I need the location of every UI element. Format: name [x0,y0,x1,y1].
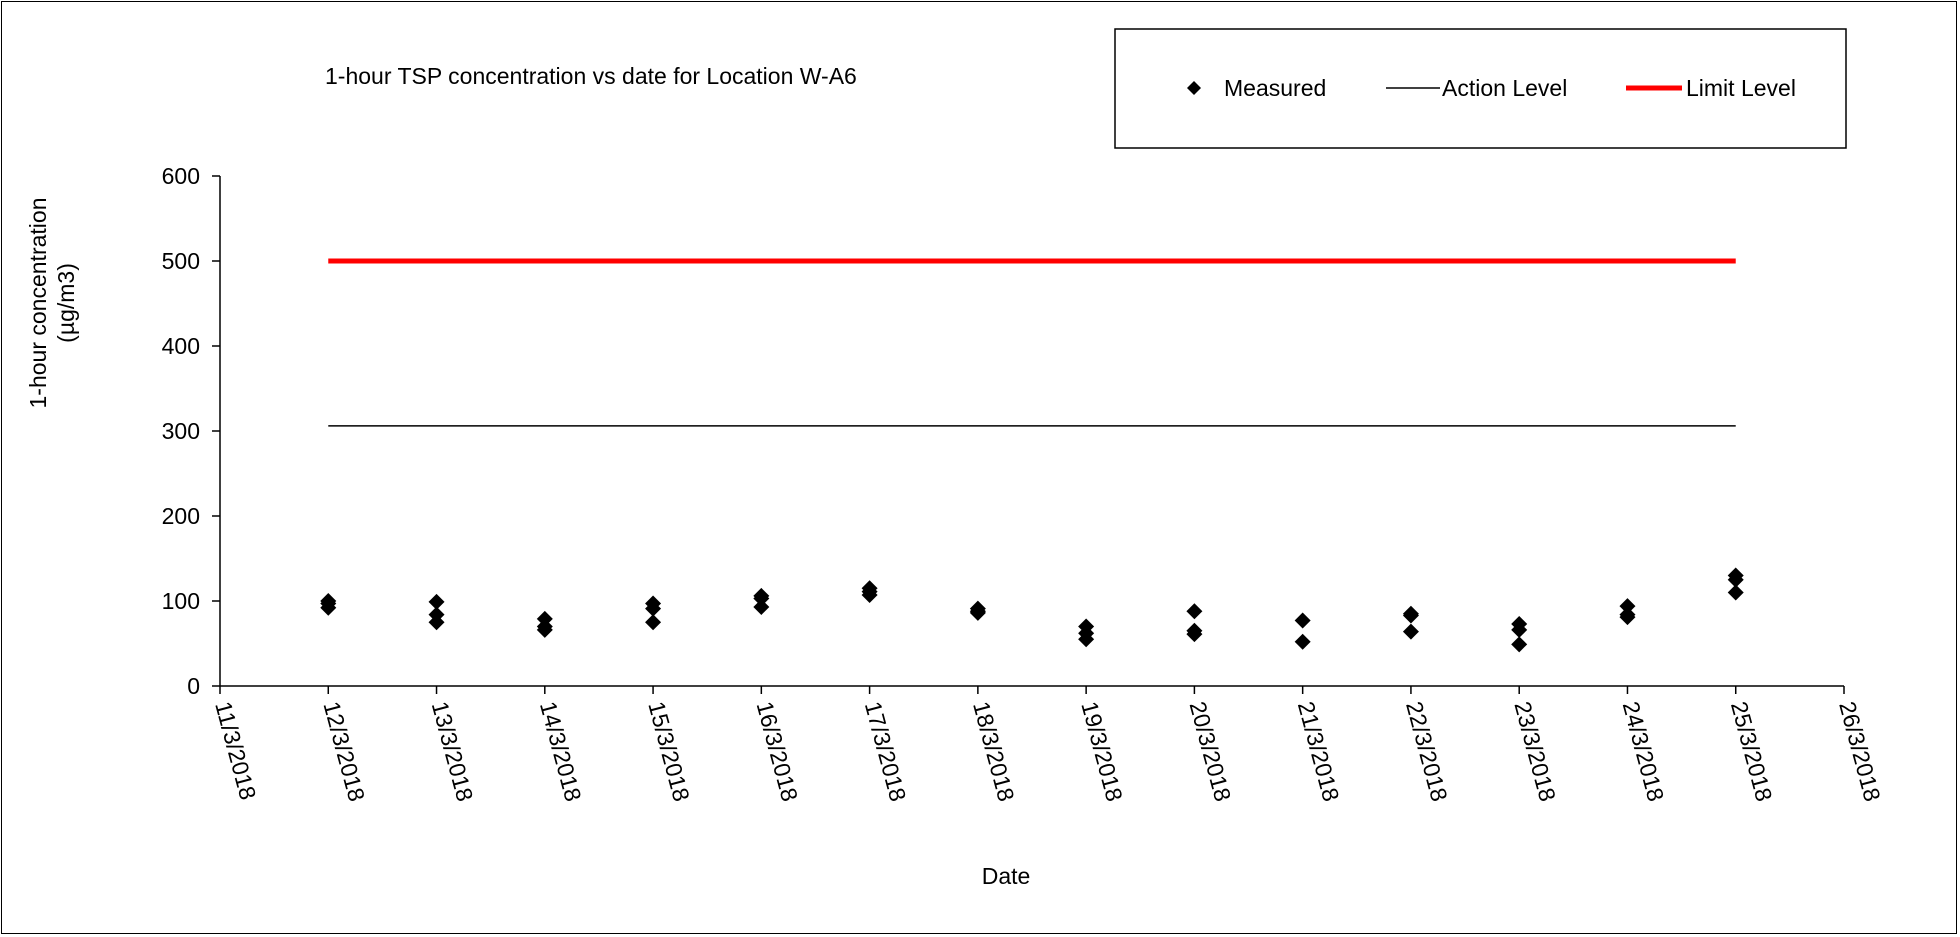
measured-point [1402,607,1419,624]
measured-point [1078,631,1095,648]
measured-point [428,614,445,631]
y-axis-label-line-1: 1-hour concentration [25,198,51,409]
x-tick-label: 15/3/2018 [643,699,695,805]
y-tick-label: 200 [162,503,200,529]
measured-point [428,593,445,610]
y-tick-label: 400 [162,333,200,359]
x-tick-label: 20/3/2018 [1185,699,1237,805]
y-tick-label: 600 [162,163,200,189]
measured-point [753,590,770,607]
measured-point [1511,636,1528,653]
measured-point [1294,612,1311,629]
measured-point [1727,571,1744,588]
x-tick-label: 24/3/2018 [1618,699,1670,805]
plot-area: 0 100 200 300 400 500 600 11/3/2018 12/3/2018 13/… [162,163,1886,804]
x-tick-label: 18/3/2018 [968,699,1020,805]
measured-point [1402,623,1419,640]
x-tick-label: 12/3/2018 [318,699,370,805]
y-tick-label: 500 [162,248,200,274]
x-tick-label: 21/3/2018 [1293,699,1345,805]
x-tick-label: 22/3/2018 [1401,699,1453,805]
measured-point [1619,609,1636,626]
measured-point [753,598,770,615]
measured-point [645,600,662,617]
x-tick-label: 17/3/2018 [860,699,912,805]
x-tick-label: 23/3/2018 [1509,699,1561,805]
measured-point [1511,621,1528,638]
measured-point [1727,584,1744,601]
y-tick-label: 300 [162,418,200,444]
measured-point [861,587,878,604]
chart-title: 1-hour TSP concentration vs date for Loc… [325,63,857,89]
measured-point [320,599,337,616]
x-tick-label: 16/3/2018 [752,699,804,805]
legend-measured-label: Measured [1224,75,1326,101]
y-axis-label: 1-hour concentration (µg/m3) [25,198,79,409]
x-axis-label: Date [982,863,1031,889]
x-tick-label: 19/3/2018 [1076,699,1128,805]
legend-measured-swatch [1187,81,1201,95]
legend-limit-level-label: Limit Level [1686,75,1796,101]
measured-point [1186,626,1203,643]
x-tick-label: 14/3/2018 [535,699,587,805]
y-axis-label-line-2: (µg/m3) [53,263,79,343]
measured-point [645,614,662,631]
x-tick-label: 25/3/2018 [1726,699,1778,805]
measured-point [969,604,986,621]
x-tick-label: 11/3/2018 [210,699,261,803]
legend: Measured Action Level Limit Level [1114,28,1847,149]
measured-point [1619,598,1636,615]
legend-action-level-label: Action Level [1442,75,1567,101]
legend-box [1114,28,1847,149]
measured-point [1186,603,1203,620]
x-tick-label: 26/3/2018 [1834,699,1886,805]
measured-point [1294,633,1311,650]
y-tick-label: 0 [187,673,200,699]
measured-point [536,621,553,638]
x-tick-label: 13/3/2018 [427,699,479,805]
y-tick-label: 100 [162,588,200,614]
